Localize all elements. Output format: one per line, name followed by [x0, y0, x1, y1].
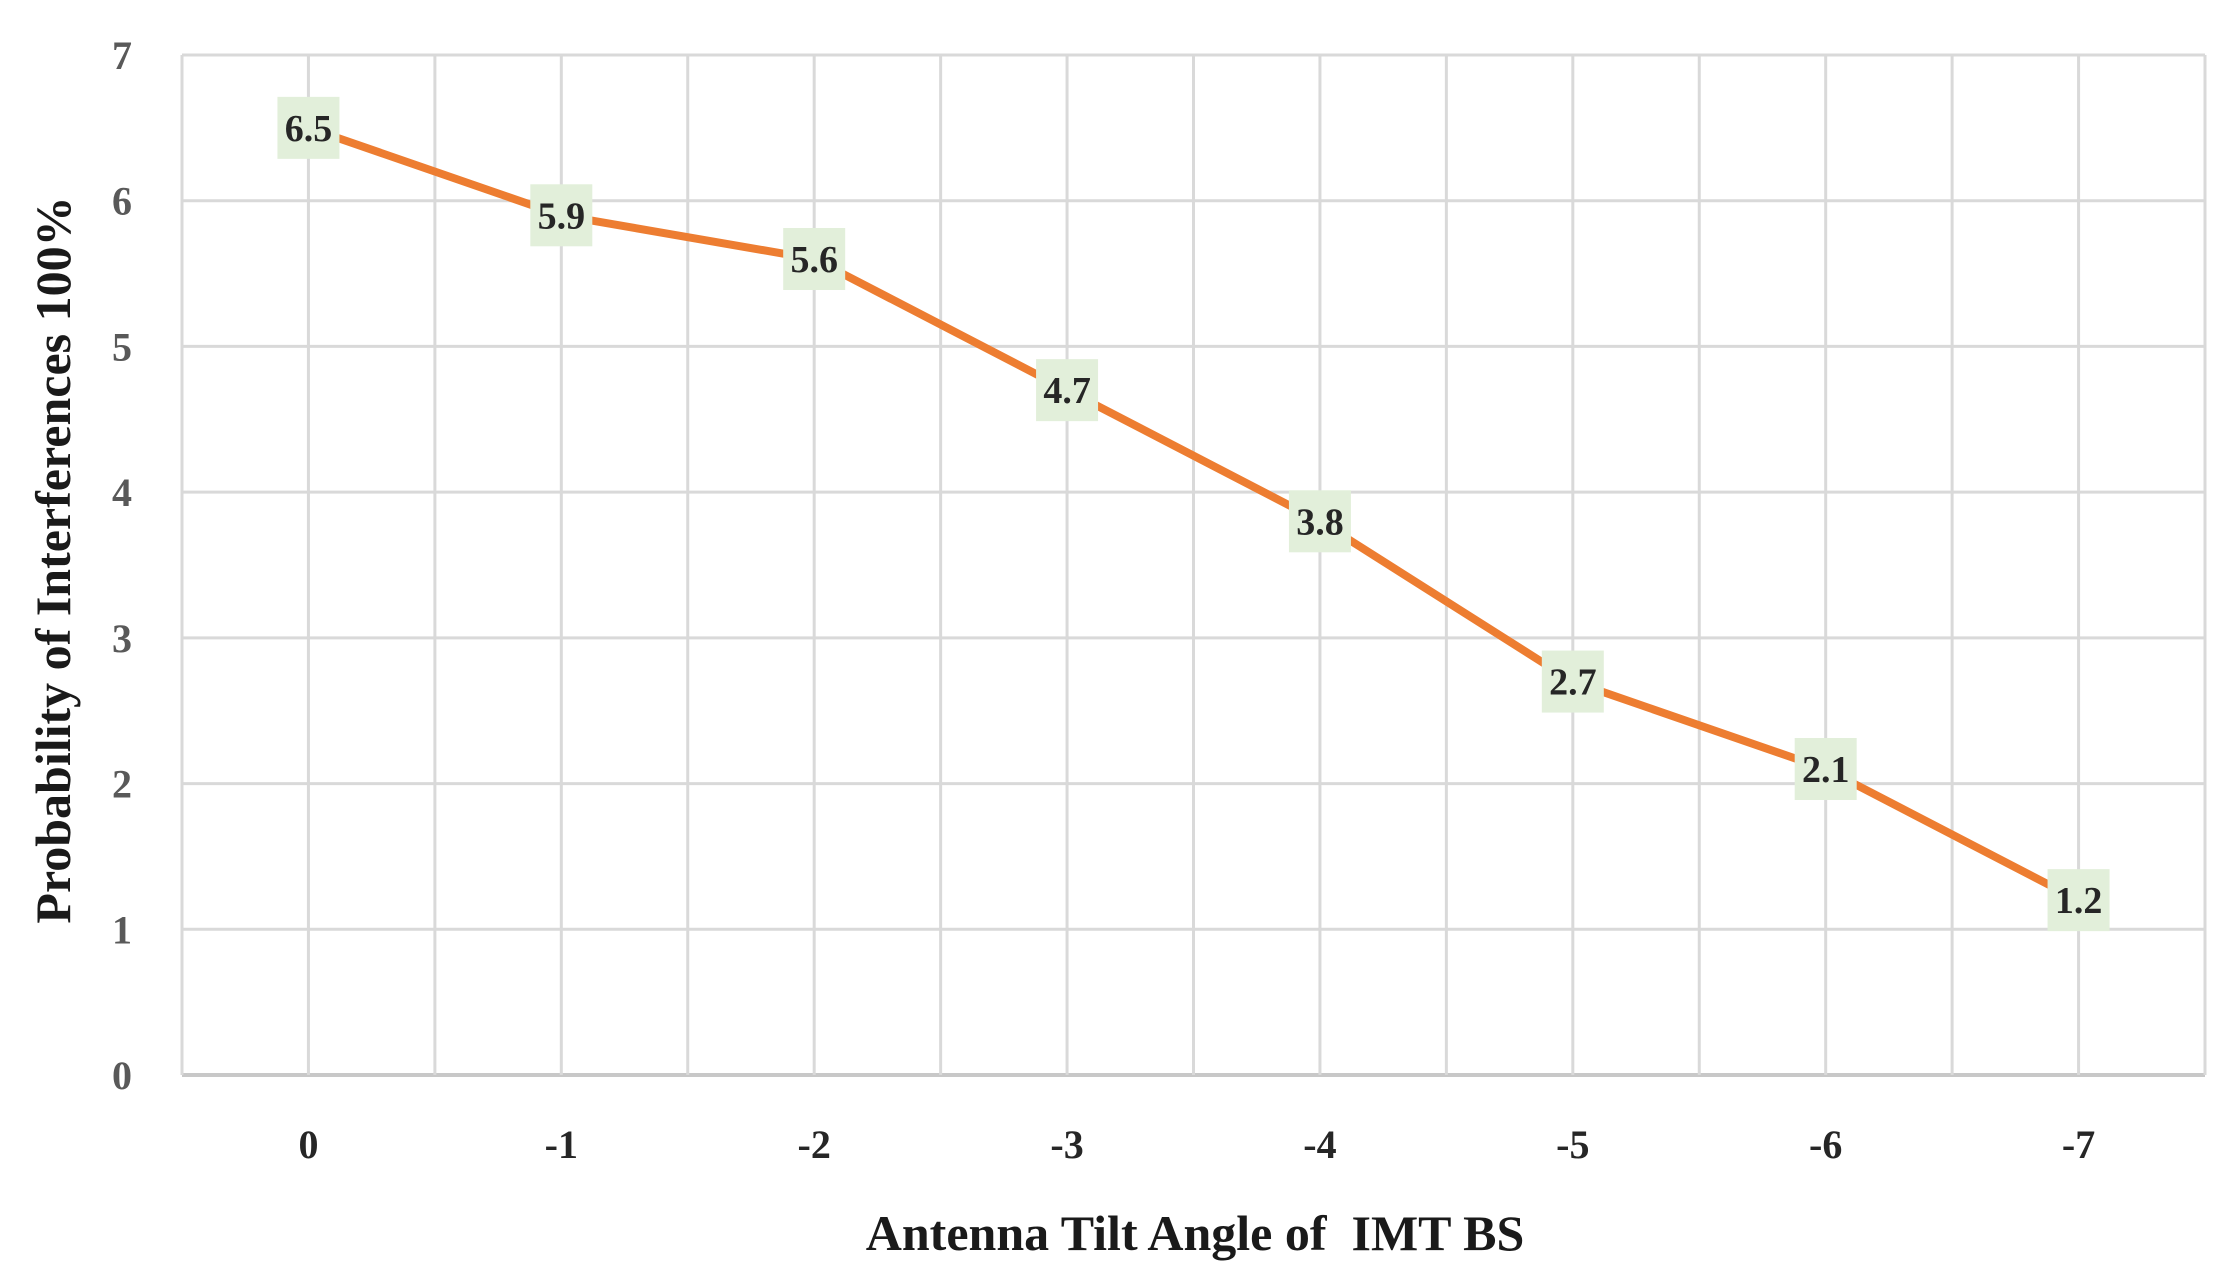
data-label-bg	[1036, 359, 1099, 422]
data-label-bg	[2047, 869, 2110, 932]
data-label: 4.7	[1043, 370, 1091, 412]
series-line	[304, 123, 2083, 905]
y-tick-label: 5	[112, 324, 132, 369]
y-tick-label: 4	[112, 470, 132, 515]
x-axis-title: Antenna Tilt Angle of IMT BS	[866, 1205, 1525, 1261]
x-axis-ticks: 0 -1 -2 -3 -4 -5 -6 -7	[298, 1122, 2095, 1167]
y-tick-label: 6	[112, 179, 132, 224]
data-label-bg	[277, 96, 340, 159]
data-label-bg	[1288, 490, 1351, 553]
data-label: 3.8	[1296, 501, 1344, 543]
x-tick-label: -4	[1303, 1122, 1336, 1167]
x-tick-label: 0	[298, 1122, 318, 1167]
data-label-bg	[1794, 738, 1857, 800]
y-tick-label: 1	[112, 907, 132, 952]
gridlines	[180, 53, 2207, 1077]
data-label: 2.1	[1802, 749, 1850, 791]
y-tick-label: 7	[112, 33, 132, 78]
data-labels: 6.5 5.9 5.6 4.7 3.8 2.7 2.1 1.2	[277, 96, 2110, 932]
y-tick-label: 0	[112, 1053, 132, 1098]
x-tick-label: -6	[1809, 1122, 1842, 1167]
y-axis-title: Probability of Interferences 100%	[25, 196, 81, 923]
x-tick-label: -5	[1556, 1122, 1589, 1167]
data-series	[304, 123, 2083, 905]
y-tick-label: 3	[112, 616, 132, 661]
data-label: 5.9	[538, 195, 586, 237]
data-label: 2.7	[1549, 662, 1597, 704]
y-axis-ticks: 0 1 2 3 4 5 6 7	[112, 33, 132, 1098]
data-label-bg	[783, 228, 846, 290]
data-label: 6.5	[285, 108, 333, 150]
x-tick-label: -3	[1050, 1122, 1083, 1167]
data-label: 5.6	[790, 239, 838, 281]
data-label-bg	[530, 184, 593, 247]
y-tick-label: 2	[112, 762, 132, 807]
x-tick-label: -7	[2062, 1122, 2095, 1167]
data-label: 1.2	[2055, 880, 2103, 922]
x-tick-label: -2	[798, 1122, 831, 1167]
data-label-bg	[1541, 650, 1604, 713]
x-tick-label: -1	[545, 1122, 578, 1167]
